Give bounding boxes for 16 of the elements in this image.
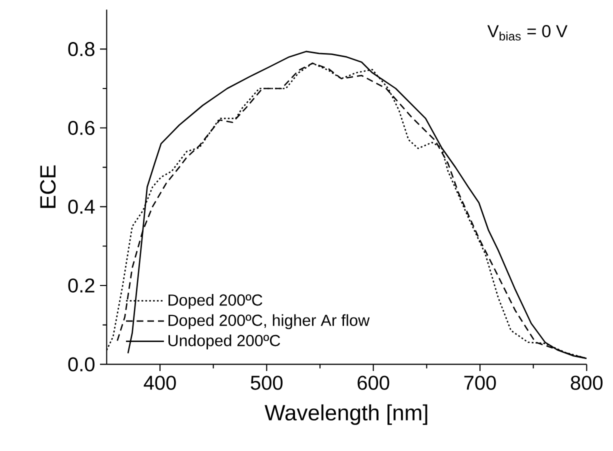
legend-label: Doped 200ºC, higher Ar flow [168, 314, 370, 330]
x-tick-label: 600 [358, 376, 390, 390]
x-tick-label: 400 [144, 376, 176, 390]
y-tick-label: 0.2 [68, 278, 94, 293]
y-tick-label: 0.4 [68, 200, 95, 214]
x-tick-label: 700 [464, 376, 496, 390]
y-axis-title: ECE [40, 165, 56, 208]
y-tick-label: 0.6 [68, 120, 94, 135]
legend-label: Undoped 200ºC [168, 334, 280, 350]
legend-label: Doped 200ºC [168, 294, 262, 309]
x-tick-label: 500 [250, 376, 283, 390]
x-tick-label: 800 [570, 376, 603, 390]
y-tick-label: 0.0 [68, 357, 94, 372]
y-tick-label: 0.8 [68, 42, 94, 56]
annotation: V$_{bias}$ = 0 V [487, 25, 568, 41]
x-axis-title: Wavelength [nm] [264, 404, 428, 425]
